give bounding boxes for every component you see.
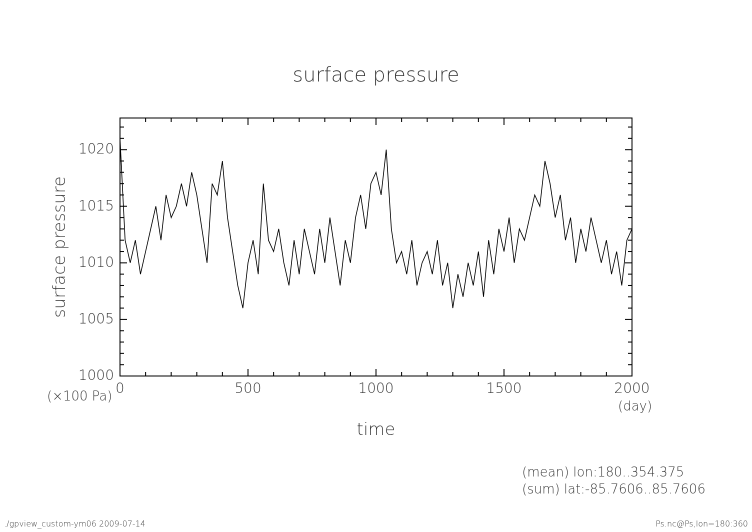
- plot-frame: [119, 117, 633, 377]
- footer: ./gpview_custom-ym06 2009-07-14: [4, 520, 146, 529]
- x-tick-label: 1500: [486, 381, 522, 397]
- chart-title: surface pressure: [293, 63, 460, 87]
- y-tick-label: 1015: [78, 198, 114, 214]
- x-tick-label: 0: [116, 381, 125, 397]
- x-tick-label: 1000: [358, 381, 394, 397]
- series-line: [119, 138, 633, 309]
- note: (sum) lat:-85.7606..85.7606: [522, 483, 705, 498]
- y-unit: (×100 Pa): [47, 390, 112, 405]
- y-tick-label: 1005: [78, 311, 114, 327]
- x-tick-label: 2000: [614, 381, 650, 397]
- y-axis-label: surface pressure: [50, 176, 70, 318]
- y-tick-label: 1020: [78, 142, 114, 158]
- y-tick-label: 1000: [78, 368, 114, 384]
- x-tick-label: 500: [235, 381, 262, 397]
- x-axis-label: time: [357, 420, 395, 440]
- y-tick-label: 1010: [78, 255, 114, 271]
- footer: Ps.nc@Ps,lon=180:360: [656, 520, 748, 529]
- note: (mean) lon:180..354.375: [522, 466, 684, 481]
- x-unit: (day): [618, 400, 652, 415]
